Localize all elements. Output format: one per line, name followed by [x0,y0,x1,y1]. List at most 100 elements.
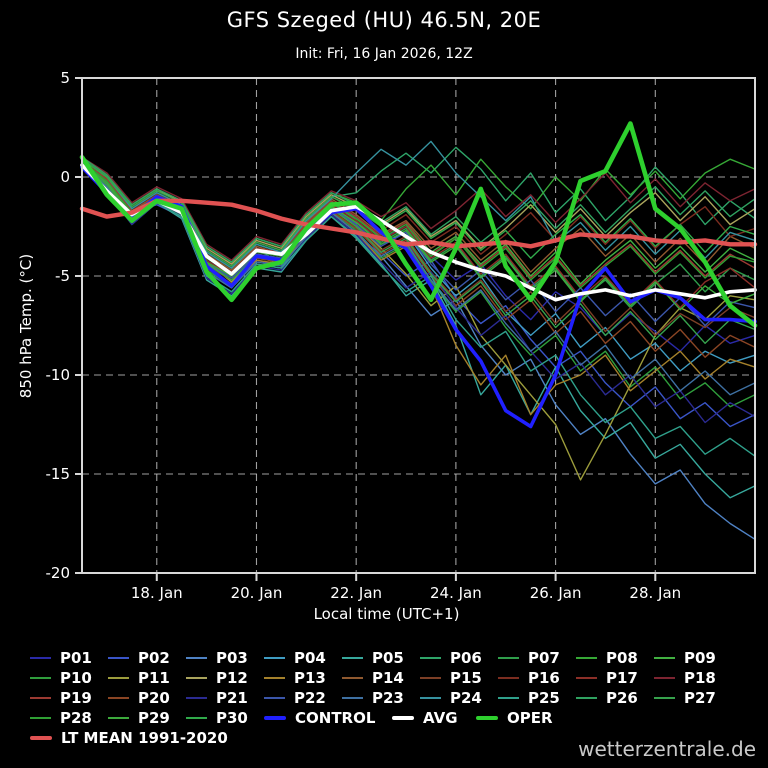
legend-swatch [498,657,519,659]
legend-item-p13: P13 [264,669,342,687]
legend-swatch [576,657,597,659]
legend-label: P03 [216,649,248,667]
legend-label: P07 [528,649,560,667]
legend-item-p19: P19 [30,689,108,707]
legend-label: P13 [294,669,326,687]
legend-swatch [342,677,363,679]
legend-swatch [30,736,52,740]
legend-item-p23: P23 [342,689,420,707]
legend-label: P01 [60,649,92,667]
legend-label: P24 [450,689,482,707]
y-tick-label: -15 [46,465,71,483]
x-tick-label: 18. Jan [131,584,183,602]
legend-item-p06: P06 [420,649,498,667]
legend-label: P10 [60,669,92,687]
page-title: GFS Szeged (HU) 46.5N, 20E [226,8,542,32]
legend-item-p24: P24 [420,689,498,707]
legend-label: P28 [60,709,92,727]
legend-item-p10: P10 [30,669,108,687]
y-tick-label: -20 [46,564,71,582]
legend-label: P29 [138,709,170,727]
legend-item-p11: P11 [108,669,186,687]
legend-row-1: P01 P02 P03 P04 P05 P06 P07 P08 P09 [30,648,768,668]
legend-swatch [420,657,441,659]
legend-item-p14: P14 [342,669,420,687]
legend-item-p28: P28 [30,709,108,727]
series-oper [79,121,758,328]
series-p30 [81,158,756,267]
legend-item-p18: P18 [654,669,732,687]
legend-item-p17: P17 [576,669,654,687]
y-tick-label: -5 [55,267,70,285]
legend-label: P20 [138,689,170,707]
legend-swatch [654,657,675,659]
legend-label: P18 [684,669,716,687]
legend-swatch [476,716,498,720]
x-tick-label: 22. Jan [330,584,382,602]
legend-row-4: P28 P29 P30 CONTROL AVG OPER [30,708,768,728]
legend-label: P19 [60,689,92,707]
series-p05 [81,164,756,499]
legend-label: P09 [684,649,716,667]
legend-swatch [342,657,363,659]
legend-item-p03: P03 [186,649,264,667]
legend-label: P12 [216,669,248,687]
legend-swatch [30,657,51,659]
legend-item-p25: P25 [498,689,576,707]
legend-label: P25 [528,689,560,707]
x-tick-label: 20. Jan [231,584,283,602]
legend-swatch [498,677,519,679]
legend-swatch [264,657,285,659]
series-p18 [81,156,756,261]
legend-item-p01: P01 [30,649,108,667]
legend-label: P04 [294,649,326,667]
y-tick-label: 0 [60,168,70,186]
legend-item-p02: P02 [108,649,186,667]
legend-swatch [392,716,414,720]
legend-label: P16 [528,669,560,687]
legend-item-p16: P16 [498,669,576,687]
legend-swatch [420,697,441,699]
legend-item-p29: P29 [108,709,186,727]
plot-frame [81,77,756,574]
legend-row-2: P10 P11 P12 P13 P14 P15 P16 P17 P18 [30,668,768,688]
legend-swatch [264,697,285,699]
legend-item-p12: P12 [186,669,264,687]
y-tick-label: -10 [46,366,71,384]
legend-item-p09: P09 [654,649,732,667]
legend-label: P08 [606,649,638,667]
legend-label: P11 [138,669,170,687]
legend-label: P14 [372,669,404,687]
legend-label: P05 [372,649,404,667]
legend-label: OPER [507,709,553,727]
legend-swatch [30,677,51,679]
legend-item-p05: P05 [342,649,420,667]
legend-item-p21: P21 [186,689,264,707]
legend-item-avg: AVG [392,709,476,727]
legend-label: P26 [606,689,638,707]
legend-label: LT MEAN 1991-2020 [61,729,228,747]
legend-swatch [108,717,129,719]
legend-item-p15: P15 [420,669,498,687]
legend-swatch [654,677,675,679]
legend-swatch [108,677,129,679]
legend-row-3: P19 P20 P21 P22 P23 P24 P25 P26 P27 [30,688,768,708]
legend-label: P15 [450,669,482,687]
legend-swatch [186,697,207,699]
legend-swatch [342,697,363,699]
legend-swatch [576,697,597,699]
legend-swatch [186,677,207,679]
legend-label: P02 [138,649,170,667]
legend-label: CONTROL [295,709,376,727]
watermark: wetterzentrale.de [578,737,756,761]
legend-label: P17 [606,669,638,687]
legend-item-p04: P04 [264,649,342,667]
legend-item-p30: P30 [186,709,264,727]
legend-swatch [264,716,286,720]
legend-label: P30 [216,709,248,727]
y-tick-label: 5 [60,69,70,87]
x-tick-label: 26. Jan [530,584,582,602]
legend-item-lt-mean-1991-2020: LT MEAN 1991-2020 [30,729,228,747]
legend-swatch [30,717,51,719]
